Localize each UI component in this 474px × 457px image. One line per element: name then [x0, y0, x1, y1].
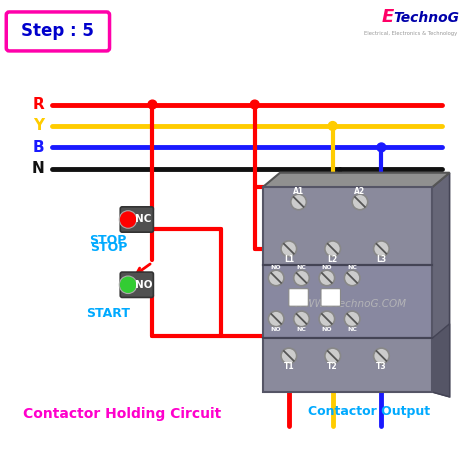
- FancyBboxPatch shape: [289, 289, 308, 306]
- Text: Step : 5: Step : 5: [21, 22, 94, 40]
- Text: L2: L2: [328, 255, 338, 264]
- Text: T1: T1: [283, 362, 294, 371]
- Circle shape: [345, 311, 360, 327]
- Circle shape: [352, 194, 368, 210]
- Polygon shape: [432, 324, 450, 397]
- Circle shape: [281, 348, 297, 364]
- Text: Y: Y: [33, 118, 44, 133]
- Circle shape: [328, 122, 337, 130]
- Text: B: B: [33, 140, 44, 155]
- Circle shape: [319, 270, 335, 286]
- Text: NO: NO: [135, 280, 153, 290]
- FancyBboxPatch shape: [263, 338, 432, 392]
- Text: NC: NC: [347, 265, 357, 270]
- Text: L3: L3: [376, 255, 386, 264]
- Circle shape: [377, 143, 386, 152]
- Text: A1: A1: [293, 187, 304, 196]
- Text: A2: A2: [355, 187, 365, 196]
- Circle shape: [119, 211, 137, 228]
- Text: N: N: [31, 161, 44, 176]
- Circle shape: [250, 100, 259, 109]
- Circle shape: [374, 348, 389, 364]
- Circle shape: [325, 241, 340, 256]
- Text: Electrical, Electronics & Technology: Electrical, Electronics & Technology: [364, 31, 457, 36]
- Text: NO: NO: [271, 327, 282, 332]
- Text: Contactor Output: Contactor Output: [308, 405, 430, 418]
- Text: NO: NO: [321, 327, 332, 332]
- Circle shape: [268, 270, 284, 286]
- Text: NC: NC: [297, 327, 306, 332]
- Text: NC: NC: [297, 265, 306, 270]
- Circle shape: [325, 348, 340, 364]
- Text: T2: T2: [328, 362, 338, 371]
- Text: WWW.ETechnoG.COM: WWW.ETechnoG.COM: [294, 299, 406, 309]
- Circle shape: [294, 311, 310, 327]
- Text: START: START: [87, 307, 130, 319]
- Circle shape: [345, 270, 360, 286]
- Text: NO: NO: [321, 265, 332, 270]
- Text: NC: NC: [136, 214, 152, 224]
- Circle shape: [148, 100, 157, 109]
- Text: TechnoG: TechnoG: [393, 11, 459, 25]
- FancyBboxPatch shape: [321, 289, 340, 306]
- FancyBboxPatch shape: [6, 12, 109, 51]
- Text: L1: L1: [284, 255, 294, 264]
- Text: STOP: STOP: [90, 241, 127, 254]
- Circle shape: [291, 194, 306, 210]
- Circle shape: [268, 311, 284, 327]
- Circle shape: [281, 241, 297, 256]
- Polygon shape: [432, 173, 450, 397]
- Text: R: R: [33, 97, 44, 112]
- Text: NC: NC: [347, 327, 357, 332]
- Polygon shape: [263, 173, 450, 187]
- FancyBboxPatch shape: [120, 207, 154, 232]
- FancyBboxPatch shape: [263, 266, 432, 338]
- FancyBboxPatch shape: [263, 187, 432, 266]
- Text: T3: T3: [376, 362, 387, 371]
- Text: E: E: [382, 8, 393, 26]
- Text: Contactor Holding Circuit: Contactor Holding Circuit: [23, 407, 221, 421]
- Circle shape: [319, 311, 335, 327]
- Circle shape: [374, 241, 389, 256]
- Circle shape: [294, 270, 310, 286]
- Text: NO: NO: [271, 265, 282, 270]
- FancyBboxPatch shape: [120, 272, 154, 298]
- Text: STOP: STOP: [89, 234, 127, 247]
- Circle shape: [119, 276, 137, 293]
